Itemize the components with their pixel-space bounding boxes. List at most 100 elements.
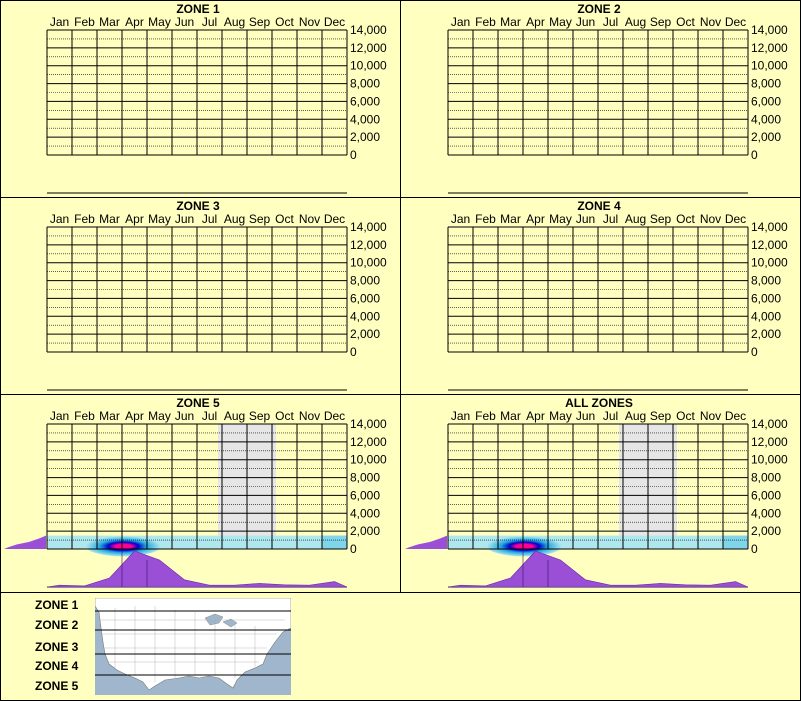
y-tick-label: 6,000 bbox=[350, 291, 380, 305]
y-tick-label: 4,000 bbox=[350, 309, 380, 323]
month-tick-label: Oct bbox=[676, 409, 695, 423]
heat-band-dec bbox=[322, 535, 347, 549]
month-tick-label: Jun bbox=[576, 409, 595, 423]
month-tick-label: Aug bbox=[625, 212, 646, 226]
heat-peak bbox=[486, 536, 562, 557]
month-tick-label: Apr bbox=[526, 409, 545, 423]
month-tick-label: Sep bbox=[650, 409, 672, 423]
y-tick-label: 14,000 bbox=[751, 23, 788, 37]
y-tick-label: 12,000 bbox=[350, 41, 387, 55]
y-tick-label: 8,000 bbox=[350, 471, 380, 485]
y-tick-label: 14,000 bbox=[350, 23, 387, 37]
y-tick-label: 14,000 bbox=[350, 417, 387, 431]
month-tick-label: Mar bbox=[99, 409, 120, 423]
month-tick-label: May bbox=[549, 212, 572, 226]
month-tick-label: Jan bbox=[451, 15, 470, 29]
chart-title: ALL ZONES bbox=[565, 396, 633, 410]
chart-panel-3: ZONE 3 Jan Feb Mar Apr May Jun Jul Aug Sep Oct Nov D… bbox=[46, 199, 387, 391]
month-tick-label: Apr bbox=[526, 15, 545, 29]
y-tick-label: 4,000 bbox=[350, 506, 380, 520]
month-tick-label: Jan bbox=[50, 15, 69, 29]
chart-title: ZONE 3 bbox=[176, 199, 220, 213]
month-tick-label: Oct bbox=[275, 409, 294, 423]
month-tick-label: Jul bbox=[603, 15, 618, 29]
month-tick-label: May bbox=[549, 409, 572, 423]
y-tick-label: 0 bbox=[350, 148, 357, 162]
month-tick-label: Oct bbox=[676, 212, 695, 226]
chart-title: ZONE 5 bbox=[176, 396, 220, 410]
heat-band-dec bbox=[723, 535, 748, 549]
y-tick-label: 8,000 bbox=[751, 471, 781, 485]
month-tick-label: Dec bbox=[324, 212, 345, 226]
y-tick-label: 2,000 bbox=[350, 327, 380, 341]
month-tick-label: Jul bbox=[603, 212, 618, 226]
month-tick-label: Nov bbox=[700, 15, 721, 29]
y-tick-label: 0 bbox=[751, 148, 758, 162]
month-tick-label: Mar bbox=[500, 212, 521, 226]
y-tick-label: 12,000 bbox=[751, 435, 788, 449]
chart-panel-5: ZONE 5 Jan Feb Mar Apr May Jun Jul Aug Sep Oct Nov D… bbox=[4, 396, 387, 588]
month-tick-label: Feb bbox=[74, 15, 95, 29]
y-tick-label: 2,000 bbox=[350, 130, 380, 144]
y-tick-label: 0 bbox=[350, 542, 357, 556]
month-tick-label: May bbox=[148, 212, 171, 226]
us-zone-map bbox=[95, 598, 291, 695]
month-tick-label: Nov bbox=[299, 15, 320, 29]
y-tick-label: 4,000 bbox=[751, 506, 781, 520]
month-tick-label: Sep bbox=[650, 212, 672, 226]
month-tick-label: Jan bbox=[50, 212, 69, 226]
month-tick-label: Mar bbox=[500, 15, 521, 29]
month-tick-label: Nov bbox=[700, 212, 721, 226]
month-tick-label: Feb bbox=[74, 409, 95, 423]
month-tick-label: Oct bbox=[676, 15, 695, 29]
y-tick-label: 6,000 bbox=[751, 94, 781, 108]
month-tick-label: Dec bbox=[725, 15, 746, 29]
month-tick-label: Jul bbox=[202, 212, 217, 226]
y-tick-label: 8,000 bbox=[350, 77, 380, 91]
y-tick-label: 0 bbox=[751, 345, 758, 359]
y-tick-label: 2,000 bbox=[350, 524, 380, 538]
chart-panel-6: ALL ZONES Jan Feb Mar Apr May Jun Jul Aug Sep Oct N… bbox=[405, 396, 788, 588]
month-tick-label: Dec bbox=[324, 409, 345, 423]
elevation-profile-area bbox=[4, 535, 46, 549]
y-tick-label: 14,000 bbox=[751, 220, 788, 234]
month-tick-label: Feb bbox=[475, 15, 496, 29]
zone-label-5: ZONE 5 bbox=[35, 679, 79, 693]
month-tick-label: Mar bbox=[500, 409, 521, 423]
month-tick-label: Mar bbox=[99, 212, 120, 226]
y-tick-label: 2,000 bbox=[751, 130, 781, 144]
chart-title: ZONE 1 bbox=[176, 2, 220, 16]
month-tick-label: May bbox=[148, 409, 171, 423]
month-tick-label: Apr bbox=[125, 409, 144, 423]
month-tick-label: Jan bbox=[50, 409, 69, 423]
y-tick-label: 0 bbox=[350, 345, 357, 359]
zone-label-1: ZONE 1 bbox=[35, 598, 79, 612]
month-tick-label: Jan bbox=[451, 212, 470, 226]
month-tick-label: Dec bbox=[725, 409, 746, 423]
month-tick-label: May bbox=[549, 15, 572, 29]
y-tick-label: 6,000 bbox=[751, 488, 781, 502]
monthly-activity-area bbox=[46, 550, 348, 588]
y-tick-label: 10,000 bbox=[751, 59, 788, 73]
y-tick-label: 12,000 bbox=[751, 238, 788, 252]
y-tick-label: 2,000 bbox=[751, 327, 781, 341]
y-tick-label: 6,000 bbox=[350, 94, 380, 108]
month-tick-label: Aug bbox=[224, 409, 245, 423]
y-tick-label: 12,000 bbox=[350, 435, 387, 449]
month-tick-label: Jul bbox=[202, 15, 217, 29]
y-tick-label: 12,000 bbox=[350, 238, 387, 252]
month-tick-label: Aug bbox=[224, 212, 245, 226]
month-tick-label: Nov bbox=[700, 409, 721, 423]
map-zone-lines bbox=[95, 610, 291, 676]
month-tick-label: Jun bbox=[175, 15, 194, 29]
y-tick-label: 2,000 bbox=[751, 524, 781, 538]
chart-title: ZONE 4 bbox=[577, 199, 621, 213]
month-tick-label: Jan bbox=[451, 409, 470, 423]
month-tick-label: Mar bbox=[99, 15, 120, 29]
y-tick-label: 8,000 bbox=[350, 274, 380, 288]
y-tick-label: 8,000 bbox=[751, 274, 781, 288]
month-tick-label: Jun bbox=[175, 409, 194, 423]
month-tick-label: Sep bbox=[249, 212, 271, 226]
month-tick-label: Sep bbox=[249, 15, 271, 29]
